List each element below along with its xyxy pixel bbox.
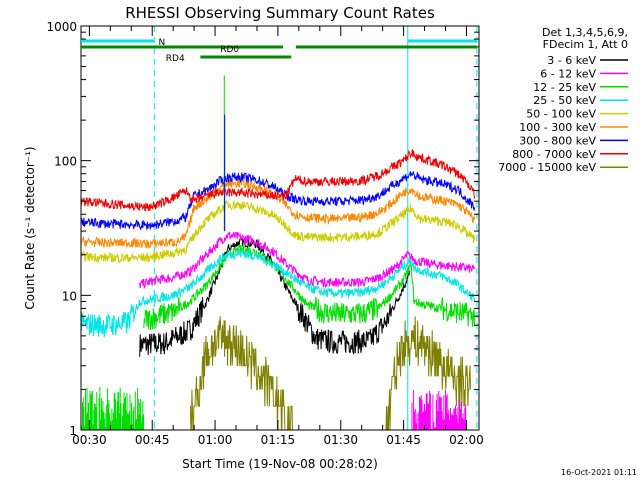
series-line-4 bbox=[81, 199, 476, 264]
annot-label-N: N bbox=[159, 38, 166, 48]
legend-label-5: 100 - 300 keV bbox=[519, 121, 596, 134]
y-axis: 1 10 100 1000 bbox=[46, 20, 479, 438]
y-axis-label: Count Rate (s⁻¹ detector⁻¹) bbox=[23, 146, 37, 309]
x-tick-label-3: 01:15 bbox=[261, 433, 296, 447]
series-line-7 bbox=[81, 149, 476, 212]
legend-label-0: 3 - 6 keV bbox=[547, 54, 596, 67]
y-tick-label-3: 1000 bbox=[46, 20, 77, 34]
legend: Det 1,3,4,5,6,9,FDecim 1, Att 0 3 - 6 keV… bbox=[498, 26, 628, 174]
legend-label-1: 6 - 12 keV bbox=[540, 67, 596, 80]
legend-header-0: Det 1,3,4,5,6,9, bbox=[542, 26, 628, 39]
series-line-2 bbox=[143, 244, 476, 330]
chart-title: RHESSI Observing Summary Count Rates bbox=[125, 4, 435, 22]
legend-label-8: 7000 - 15000 keV bbox=[498, 161, 596, 174]
legend-label-7: 800 - 7000 keV bbox=[512, 148, 596, 161]
legend-label-4: 50 - 100 keV bbox=[526, 108, 596, 121]
x-axis-label: Start Time (19-Nov-08 00:28:02) bbox=[182, 457, 378, 471]
plot-area bbox=[81, 26, 478, 430]
series-line-6 bbox=[81, 170, 476, 231]
legend-label-2: 12 - 25 keV bbox=[533, 81, 596, 94]
y-tick-label-2: 100 bbox=[54, 155, 77, 169]
legend-label-6: 300 - 800 keV bbox=[519, 134, 596, 147]
x-tick-label-1: 00:45 bbox=[135, 433, 170, 447]
series-line-3 bbox=[81, 249, 476, 338]
x-tick-label-6: 02:00 bbox=[449, 433, 484, 447]
x-tick-label-0: 00:30 bbox=[72, 433, 107, 447]
annot-label-RD0: RD0 bbox=[220, 45, 239, 55]
annot-label-RD4: RD4 bbox=[166, 54, 185, 64]
series-line-1 bbox=[139, 231, 475, 290]
y-tick-label-0: 1 bbox=[69, 424, 77, 438]
legend-label-3: 25 - 50 keV bbox=[533, 94, 596, 107]
x-tick-label-4: 01:30 bbox=[323, 433, 358, 447]
legend-header-1: FDecim 1, Att 0 bbox=[543, 38, 628, 51]
series-line-5 bbox=[81, 178, 476, 249]
x-tick-label-2: 01:00 bbox=[198, 433, 233, 447]
footer-timestamp: 16-Oct-2021 01:11 bbox=[561, 468, 637, 477]
noise-green bbox=[81, 387, 145, 430]
y-tick-label-1: 10 bbox=[62, 289, 77, 303]
plot-frame bbox=[80, 25, 480, 431]
x-axis: 00:30 00:45 01:00 01:15 01:30 01:45 02:00 bbox=[72, 26, 484, 447]
x-tick-label-5: 01:45 bbox=[386, 433, 421, 447]
